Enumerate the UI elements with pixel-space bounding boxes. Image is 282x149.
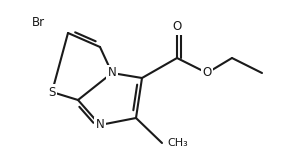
- Text: S: S: [48, 86, 56, 98]
- Text: CH₃: CH₃: [167, 138, 188, 148]
- Text: Br: Br: [31, 15, 45, 28]
- Text: N: N: [96, 118, 104, 132]
- Text: O: O: [202, 66, 212, 80]
- Text: N: N: [108, 66, 116, 80]
- Text: O: O: [172, 21, 182, 34]
